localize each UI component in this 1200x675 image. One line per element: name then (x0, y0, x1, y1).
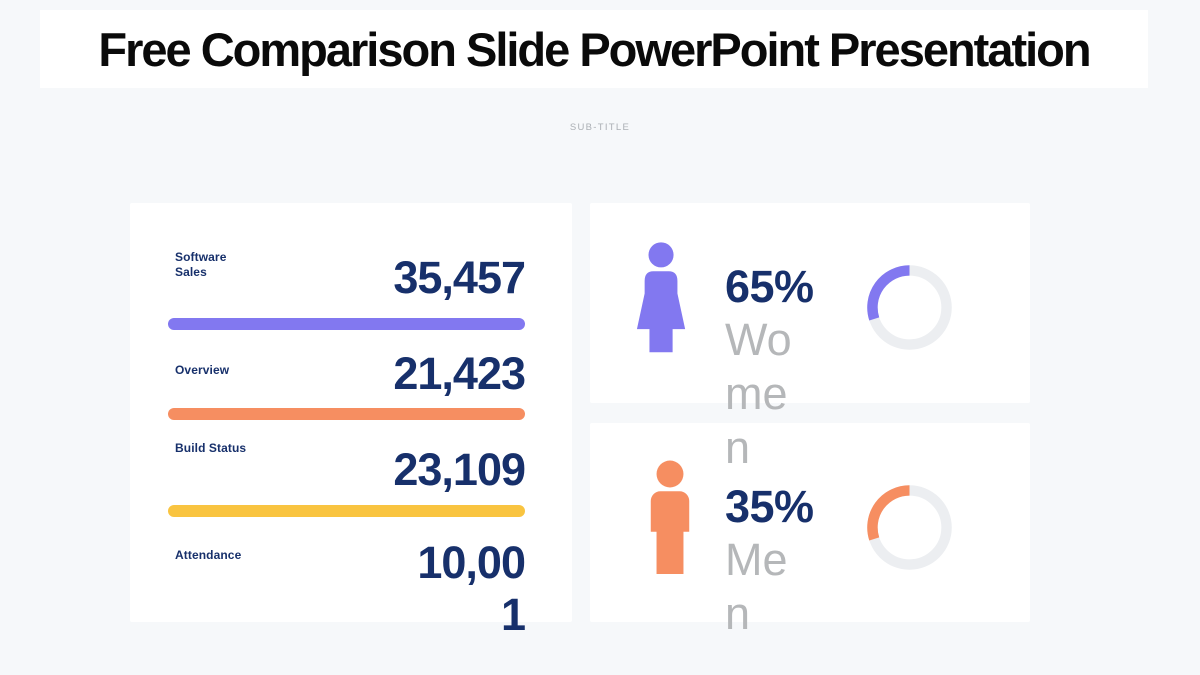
stats-panel: Software Sales 35,457 Overview 21,423 Bu… (130, 203, 572, 640)
women-donut-arc (867, 265, 910, 321)
woman-icon (636, 242, 686, 353)
men-panel: 35% Me n (590, 423, 1030, 639)
stat-value-attendance-line1: 10,00 (417, 537, 526, 588)
women-label-line2: me (725, 368, 788, 419)
women-percent: 65% (725, 261, 814, 312)
stat-label-build-status: Build Status (175, 441, 247, 455)
divider-bar-yellow (168, 505, 525, 517)
men-donut-arc (867, 485, 910, 541)
men-label-line2: n (725, 588, 751, 639)
slide-title: Free Comparison Slide PowerPoint Present… (98, 22, 1091, 76)
men-stat-text: 35% Me n (725, 481, 817, 641)
stat-value-software-sales: 35,457 (393, 252, 526, 303)
women-label-line1: Wo (725, 314, 792, 365)
stat-label-attendance: Attendance (175, 548, 242, 562)
stat-value-overview: 21,423 (393, 348, 526, 399)
stat-label-software-sales: Software Sales (175, 250, 227, 279)
divider-bar-orange (168, 408, 525, 420)
men-percent: 35% (725, 481, 814, 532)
slide-subtitle: SUB-TITLE (569, 122, 631, 133)
women-donut-chart (867, 265, 952, 350)
stat-label-overview: Overview (175, 363, 230, 377)
men-donut-chart (867, 485, 952, 570)
women-label-line3: n (725, 422, 751, 473)
stat-value-attendance-line2: 1 (500, 589, 526, 640)
women-panel: 65% Wo me n (590, 203, 1030, 473)
stat-value-build-status: 23,109 (393, 444, 526, 495)
man-icon (650, 460, 690, 574)
men-label-line1: Me (725, 534, 788, 585)
stat-value-attendance: 10,00 1 (395, 537, 526, 641)
title-band: Free Comparison Slide PowerPoint Present… (40, 10, 1148, 88)
divider-bar-purple (168, 318, 525, 330)
women-stat-text: 65% Wo me n (725, 261, 817, 475)
